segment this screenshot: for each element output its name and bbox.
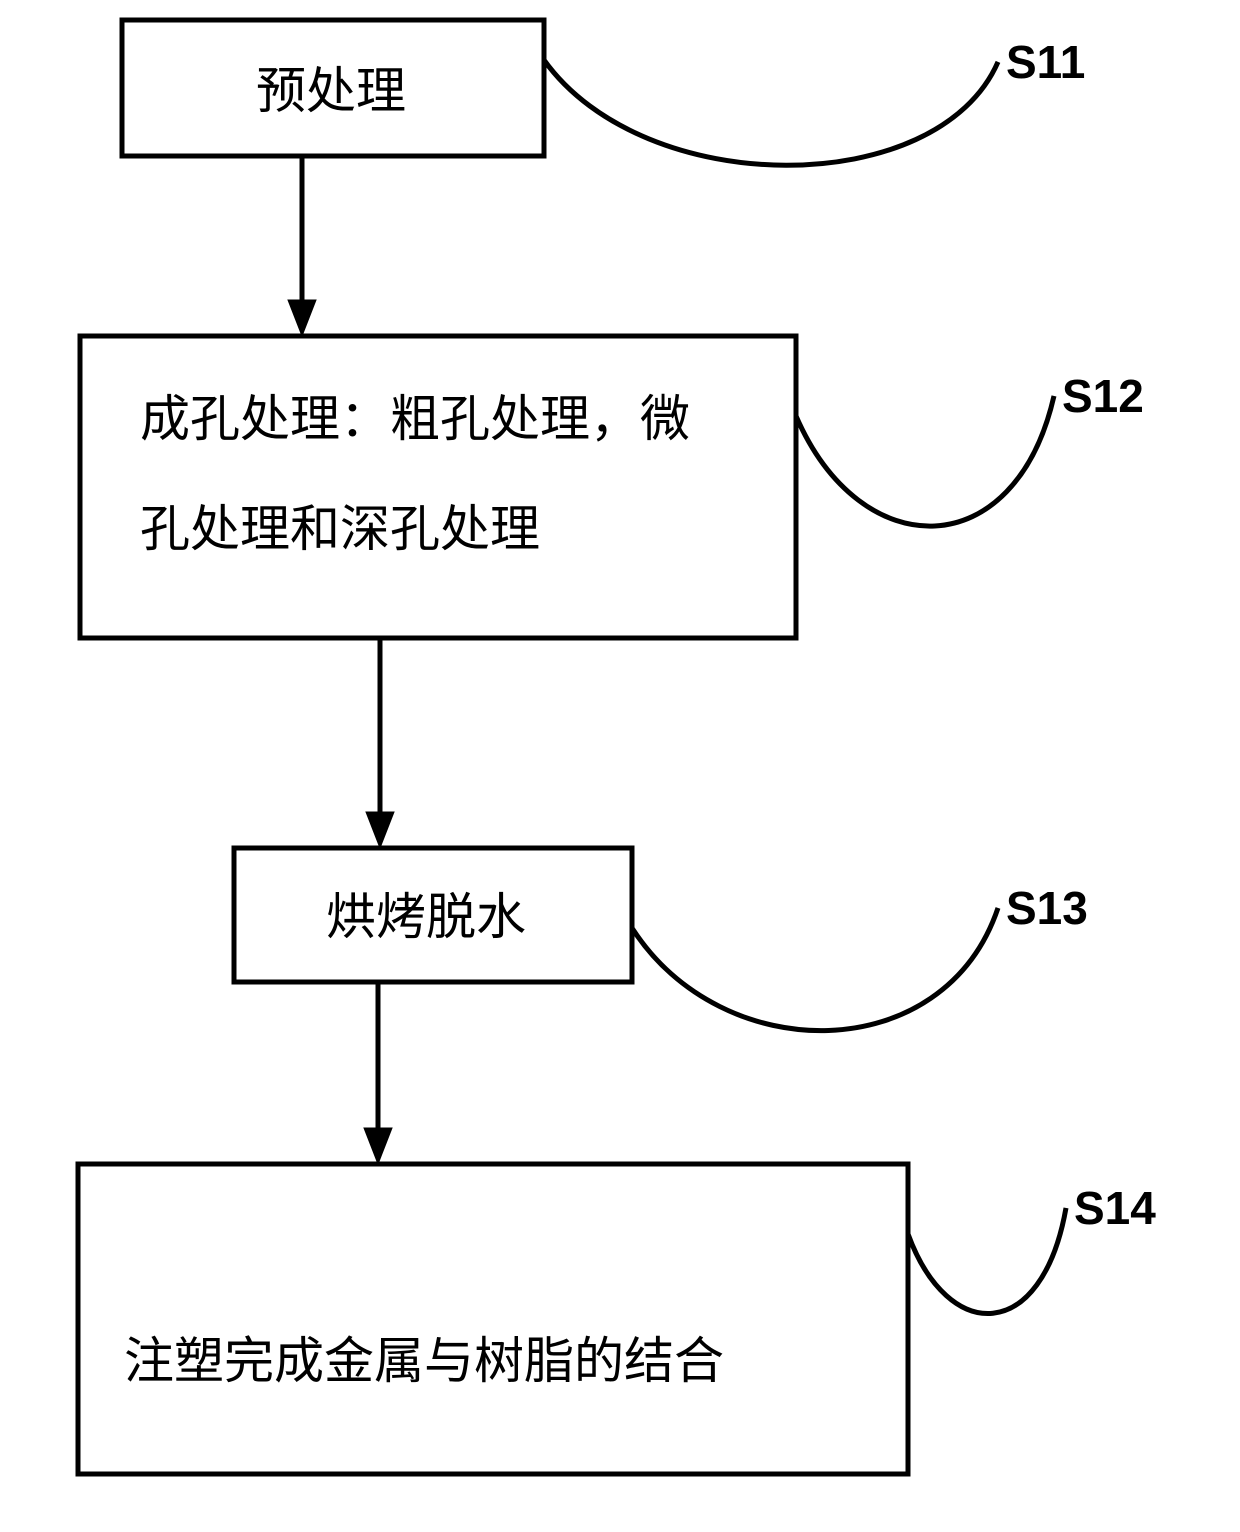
- step-id-label: S11: [1006, 36, 1085, 88]
- flow-step-label: 烘烤脱水: [326, 889, 526, 945]
- step-connector: [796, 396, 1054, 526]
- flow-arrow-head: [288, 300, 316, 336]
- step-connector: [908, 1208, 1066, 1314]
- step-id-label: S14: [1074, 1182, 1156, 1234]
- flow-step-box: [80, 336, 796, 638]
- step-connector: [632, 908, 998, 1031]
- flow-arrow-head: [364, 1128, 392, 1164]
- step-id-label: S12: [1062, 370, 1144, 422]
- flow-arrow-head: [366, 812, 394, 848]
- flow-step-label: 注塑完成金属与树脂的结合: [124, 1333, 724, 1389]
- flow-step-box: [78, 1164, 908, 1474]
- flow-step-label: 预处理: [256, 63, 406, 119]
- step-connector: [544, 60, 998, 165]
- step-id-label: S13: [1006, 882, 1088, 934]
- flowchart-canvas: 预处理成孔处理：粗孔处理，微孔处理和深孔处理烘烤脱水注塑完成金属与树脂的结合S1…: [0, 0, 1240, 1532]
